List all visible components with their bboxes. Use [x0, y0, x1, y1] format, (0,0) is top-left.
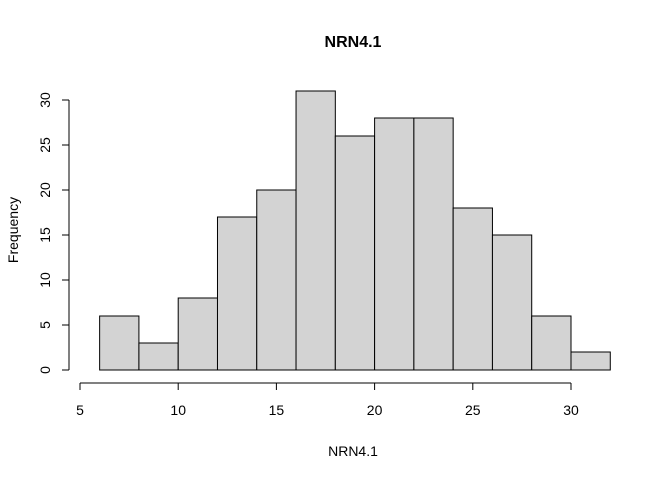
x-tick-label: 15: [269, 402, 285, 418]
y-tick-label: 20: [37, 182, 53, 198]
x-tick-label: 25: [465, 402, 481, 418]
histogram-bar-13: [570, 351, 611, 371]
histogram-bar-11: [491, 234, 533, 371]
x-axis-label: NRN4.1: [328, 443, 378, 459]
chart-title: NRN4.1: [325, 34, 382, 51]
y-tick-label: 10: [37, 272, 53, 288]
y-tick-label: 0: [37, 366, 53, 374]
histogram-bar-7: [334, 135, 376, 371]
y-tick-label: 30: [37, 92, 53, 108]
y-axis: 0 5 10 15 20 25 30: [37, 92, 70, 374]
histogram-bar-8: [374, 117, 415, 371]
histogram-bar-2: [138, 342, 179, 371]
y-tick-label: 5: [37, 321, 53, 329]
x-tick-label: 20: [367, 402, 383, 418]
bars-group: [99, 90, 611, 371]
histogram-bar-3: [177, 297, 218, 371]
y-tick-label: 15: [37, 227, 53, 243]
x-tick-label: 5: [76, 402, 84, 418]
histogram-bar-1: [99, 315, 140, 371]
histogram-bar-6: [295, 90, 336, 371]
histogram-bar-4: [216, 216, 258, 371]
histogram-bar-5: [256, 189, 297, 371]
histogram-bar-9: [413, 117, 454, 371]
x-tick-label: 10: [170, 402, 186, 418]
histogram-bar-10: [452, 207, 493, 371]
y-axis-label: Frequency: [5, 197, 21, 263]
x-axis: 5 10 15 20 25 30: [76, 382, 579, 418]
x-tick-label: 30: [563, 402, 579, 418]
histogram-bar-12: [531, 315, 572, 371]
y-tick-label: 25: [37, 137, 53, 153]
